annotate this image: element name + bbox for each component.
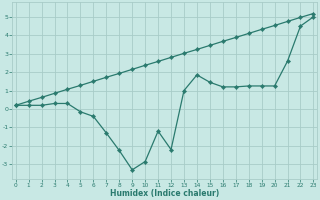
X-axis label: Humidex (Indice chaleur): Humidex (Indice chaleur): [110, 189, 219, 198]
